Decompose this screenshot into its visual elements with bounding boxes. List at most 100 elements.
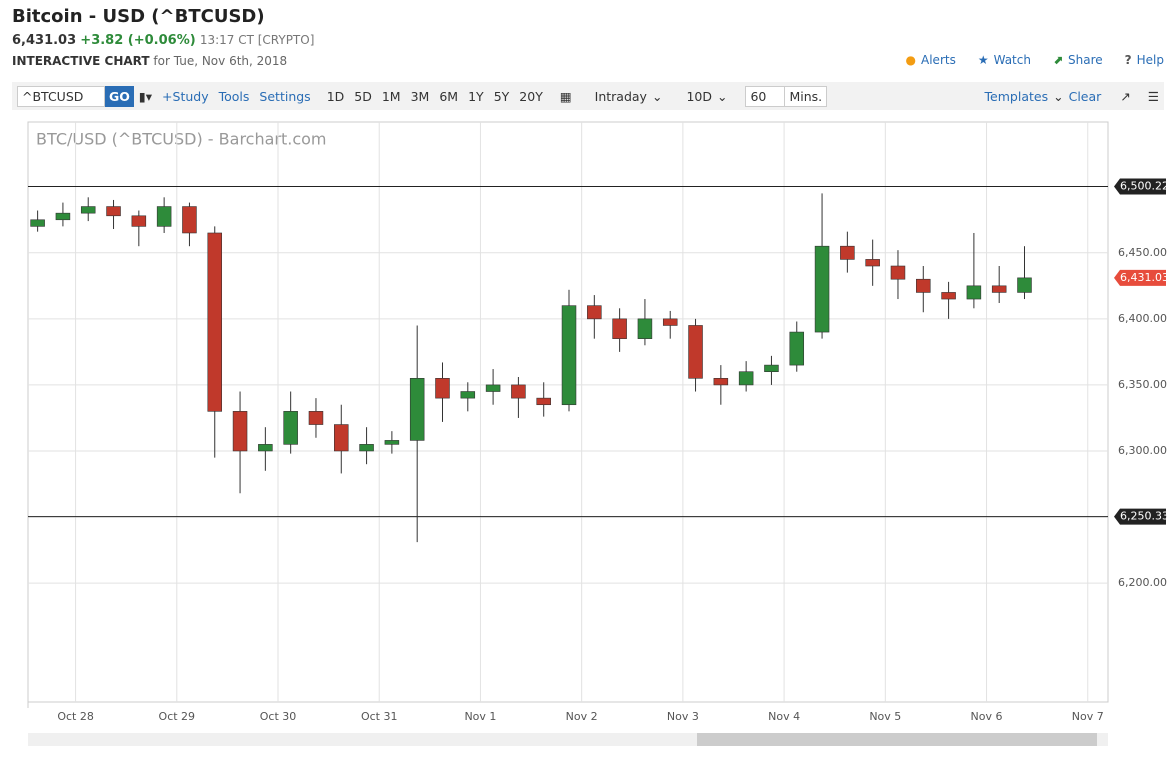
candle-body <box>612 318 627 339</box>
candle-body <box>637 318 653 339</box>
study[interactable]: +Study <box>162 88 209 104</box>
candle-body <box>485 384 501 392</box>
x-tick-label: Nov 6 <box>971 710 1003 723</box>
candle-body <box>308 411 324 425</box>
x-tick-label: Nov 1 <box>464 710 496 723</box>
candle-body <box>814 245 830 333</box>
symbol-input[interactable]: ^BTCUSD <box>17 85 105 107</box>
date: for Tue, Nov 6th, 2018 <box>153 54 288 68</box>
go-button[interactable]: GO <box>105 85 134 107</box>
candle-body <box>435 378 450 399</box>
level-tag <box>1114 178 1166 195</box>
time: 13:17 CT [CRYPTO] <box>199 33 315 47</box>
period[interactable]: 10D <box>686 88 712 104</box>
menu[interactable]: ☰ <box>1147 88 1159 104</box>
plot-frame <box>27 121 1109 703</box>
y-tick-label: 6,300.00 <box>1118 444 1167 457</box>
candle-body <box>738 371 754 386</box>
range-button[interactable]: 3M <box>410 88 430 104</box>
title: Bitcoin - USD (^BTCUSD) <box>12 6 265 27</box>
toolbar: ^BTCUSD GO ▮▾ +Study Tools Settings 1D 5D… <box>12 82 1164 110</box>
candle-body <box>840 245 855 260</box>
level-label: 6,250.33 <box>1120 510 1169 523</box>
quote: 6,431.03 +3.82 (+0.06%) 13:17 CT [CRYPTO… <box>12 33 314 48</box>
candle-body <box>865 259 880 267</box>
x-tick-label: Oct 30 <box>260 710 297 723</box>
links: ● Alerts ★ Watch ⬈ Share? Help <box>884 53 1164 67</box>
range-button[interactable]: 1M <box>381 88 401 104</box>
y-tick-label: 6,350.00 <box>1118 378 1167 391</box>
price: 6,431.03 <box>12 33 77 48</box>
x-tick-label: Nov 4 <box>768 710 800 723</box>
candle-body <box>258 444 273 452</box>
range-button[interactable]: 5Y <box>493 88 510 104</box>
calendar[interactable]: ▦ <box>559 88 572 104</box>
x-tick-label: Nov 3 <box>667 710 699 723</box>
candle-body <box>662 318 678 326</box>
candle-body <box>409 378 425 441</box>
link-icon: ? <box>1124 53 1132 67</box>
link-text: Alerts <box>921 53 956 67</box>
level-tag <box>1114 508 1166 525</box>
link[interactable]: ● Alerts <box>906 53 956 67</box>
last-price-tag <box>1114 269 1166 286</box>
link-text: Watch <box>993 53 1031 67</box>
candle-body <box>131 215 147 227</box>
range-button[interactable]: 6M <box>439 88 459 104</box>
link[interactable]: ⬈ Share <box>1053 53 1103 67</box>
x-tick-label: Oct 31 <box>361 710 398 723</box>
candle-body <box>511 384 526 399</box>
bar-size[interactable]: 60 <box>745 85 786 107</box>
y-tick-label: 6,200.00 <box>1118 576 1167 589</box>
candle-body <box>991 285 1007 293</box>
candle-body <box>890 265 906 280</box>
range-button[interactable]: 5D <box>354 88 372 104</box>
candle-body <box>536 397 551 406</box>
candle-body <box>764 364 779 373</box>
scroll-thumb[interactable] <box>697 733 1097 746</box>
clear[interactable]: Clear <box>1068 88 1102 104</box>
chart-type[interactable]: ▮▾ <box>138 88 153 104</box>
candle-body <box>966 285 982 300</box>
y-tick-label: 6,450.00 <box>1118 246 1167 259</box>
range-button[interactable]: 1Y <box>468 88 484 104</box>
candle-body <box>30 219 45 227</box>
unit[interactable]: Mins. <box>784 85 828 107</box>
interval[interactable]: Intraday <box>594 88 647 104</box>
ranges: 1D 5D 1M 3M 6M 1Y 5Y 20Y <box>322 89 548 104</box>
candle-body <box>1017 277 1032 293</box>
candle-body <box>713 378 729 386</box>
link-icon: ● <box>905 53 917 67</box>
y-tick-label: 6,400.00 <box>1118 312 1167 325</box>
last-price-label: 6,431.03 <box>1120 271 1169 284</box>
candle-body <box>156 206 172 227</box>
level-label: 6,500.22 <box>1120 179 1169 192</box>
expand[interactable]: ↗ <box>1120 88 1131 104</box>
candle-body <box>561 305 577 406</box>
label: INTERACTIVE CHART <box>12 54 150 68</box>
watermark: BTC/USD (^BTCUSD) - Barchart.com <box>36 130 327 149</box>
candle-body <box>283 411 298 445</box>
link[interactable]: ? Help <box>1125 53 1164 67</box>
link[interactable]: ★ Watch <box>978 53 1031 67</box>
x-tick-label: Oct 28 <box>57 710 94 723</box>
settings[interactable]: Settings <box>259 88 311 104</box>
candle-body <box>106 206 121 217</box>
link-text: Help <box>1136 53 1164 67</box>
candle-body <box>916 278 931 293</box>
candle-body <box>460 391 476 399</box>
x-tick-label: Nov 7 <box>1072 710 1104 723</box>
tools[interactable]: Tools <box>218 88 250 104</box>
candle-body <box>182 206 197 234</box>
candle-body <box>207 232 223 412</box>
candle-body <box>334 424 349 452</box>
change: +3.82 (+0.06%) <box>80 33 196 48</box>
candle-body <box>789 331 805 366</box>
link-text: Share <box>1068 53 1103 67</box>
candle-body <box>688 325 703 379</box>
templates[interactable]: Templates <box>984 88 1049 104</box>
range-button[interactable]: 1D <box>326 88 345 104</box>
range-button[interactable]: 20Y <box>519 88 543 104</box>
